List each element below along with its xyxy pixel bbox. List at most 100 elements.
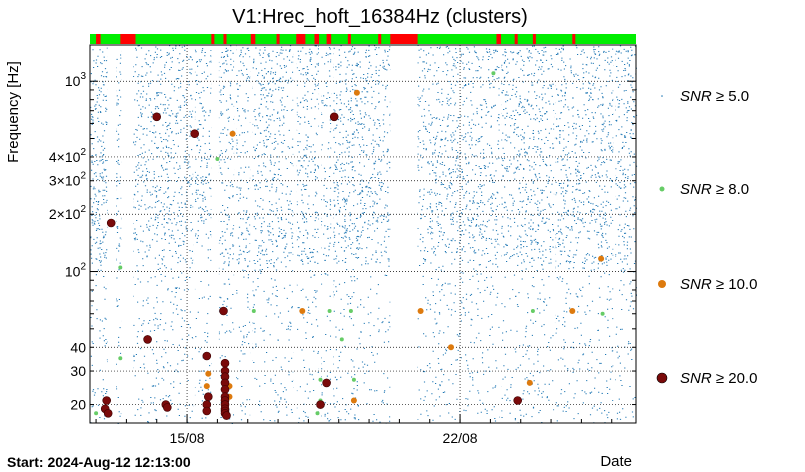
point-snr-10 — [229, 130, 236, 137]
point-snr-8 — [118, 265, 123, 270]
point-snr-8 — [339, 337, 344, 342]
start-time-label: Start: 2024-Aug-12 12:13:00 — [7, 454, 191, 470]
point-snr-20 — [316, 400, 325, 409]
point-snr-20 — [190, 129, 199, 138]
point-snr-8 — [348, 309, 353, 313]
point-snr-8 — [94, 411, 99, 416]
state-bad-segment — [276, 34, 280, 44]
point-snr-20 — [222, 411, 231, 420]
legend-marker — [661, 95, 663, 97]
point-snr-10 — [203, 383, 210, 390]
legend: SNR ≥ 5.0 SNR ≥ 8.0 SNR ≥ 10.0 SNR ≥ 20.0 — [656, 88, 757, 387]
point-snr-20 — [329, 112, 339, 122]
data-points — [94, 71, 605, 420]
legend-entry: SNR ≥ 5.0 — [680, 88, 749, 105]
state-bad-segment — [347, 34, 351, 44]
legend-marker — [658, 280, 666, 288]
y-tick-label: 102 — [65, 262, 87, 280]
data-gap — [390, 45, 418, 423]
chart-title: V1:Hrec_hoft_16384Hz (clusters) — [232, 6, 528, 28]
point-snr-20 — [204, 392, 213, 402]
data-gap — [107, 45, 117, 423]
point-snr-8 — [315, 411, 320, 416]
y-tick-label: 2×102 — [49, 204, 87, 222]
state-good-segment — [90, 34, 636, 44]
legend-marker — [659, 186, 665, 192]
x-axis-label: Date — [600, 453, 632, 470]
y-tick-label: 103 — [65, 71, 87, 89]
point-snr-8 — [215, 157, 220, 161]
point-snr-10 — [350, 397, 357, 404]
data-gap — [193, 45, 195, 423]
point-snr-20 — [322, 378, 331, 388]
state-bad-segment — [296, 34, 306, 44]
point-snr-10 — [526, 379, 533, 386]
x-tick-label: 15/08 — [170, 430, 205, 446]
state-bad-segment — [326, 34, 332, 44]
point-snr-10 — [569, 308, 576, 314]
state-bad-segment — [223, 34, 227, 44]
point-snr-8 — [251, 309, 256, 313]
point-snr-20 — [102, 396, 111, 405]
data-gap — [613, 45, 616, 423]
legend-marker — [656, 372, 668, 384]
data-gap — [211, 45, 219, 423]
state-bad-segment — [532, 34, 536, 44]
state-bar — [90, 34, 636, 44]
point-snr-10 — [299, 308, 306, 314]
data-gap — [121, 45, 134, 423]
point-snr-20 — [106, 218, 116, 228]
state-bad-segment — [96, 34, 101, 44]
state-bad-segment — [211, 34, 215, 44]
y-tick-label: 20 — [70, 397, 86, 413]
point-snr-8 — [318, 377, 323, 382]
state-bad-segment — [314, 34, 320, 44]
state-bad-segment — [496, 34, 502, 44]
state-bad-segment — [120, 34, 136, 44]
state-bad-segment — [390, 34, 418, 44]
point-snr-20 — [163, 403, 172, 412]
state-bad-segment — [572, 34, 576, 44]
data-gaps — [107, 45, 616, 423]
point-snr-20 — [220, 385, 230, 394]
state-bad-segment — [514, 34, 518, 44]
point-snr-10 — [448, 344, 454, 351]
point-snr-8 — [491, 71, 496, 76]
grid — [90, 45, 636, 423]
y-tick-label: 3×102 — [49, 171, 87, 189]
point-snr-20 — [513, 396, 523, 405]
plot-frame — [89, 44, 637, 424]
data-gap — [234, 45, 237, 423]
data-gap — [293, 45, 297, 423]
data-gap — [499, 45, 502, 423]
state-bad-segment — [378, 34, 382, 44]
point-snr-20 — [103, 408, 113, 418]
data-gap — [250, 45, 253, 423]
data-gap — [319, 45, 322, 423]
point-snr-8 — [600, 311, 605, 316]
point-snr-20 — [143, 335, 152, 344]
point-snr-8 — [118, 356, 123, 361]
point-snr-20 — [202, 406, 212, 416]
legend-entry: SNR ≥ 8.0 — [680, 181, 749, 198]
y-tick-label: 40 — [70, 339, 86, 355]
x-tick-label: 22/08 — [443, 430, 478, 446]
point-snr-20 — [219, 306, 228, 316]
point-snr-8 — [530, 309, 535, 313]
point-snr-10 — [353, 89, 360, 96]
point-snr-10 — [598, 255, 605, 262]
point-snr-20 — [220, 358, 230, 368]
y-axis-label: Frequency [Hz] — [5, 61, 22, 163]
legend-entry: SNR ≥ 20.0 — [680, 370, 757, 387]
state-bad-segment — [250, 34, 256, 44]
y-tick-label: 30 — [70, 363, 86, 379]
point-snr-8 — [327, 309, 332, 313]
point-snr-10 — [417, 308, 424, 314]
point-snr-10 — [205, 370, 212, 377]
point-snr-20 — [202, 351, 212, 361]
legend-entry: SNR ≥ 10.0 — [680, 276, 757, 293]
point-snr-20 — [152, 112, 161, 122]
y-tick-label: 4×102 — [49, 147, 87, 165]
point-snr-8 — [351, 377, 356, 382]
